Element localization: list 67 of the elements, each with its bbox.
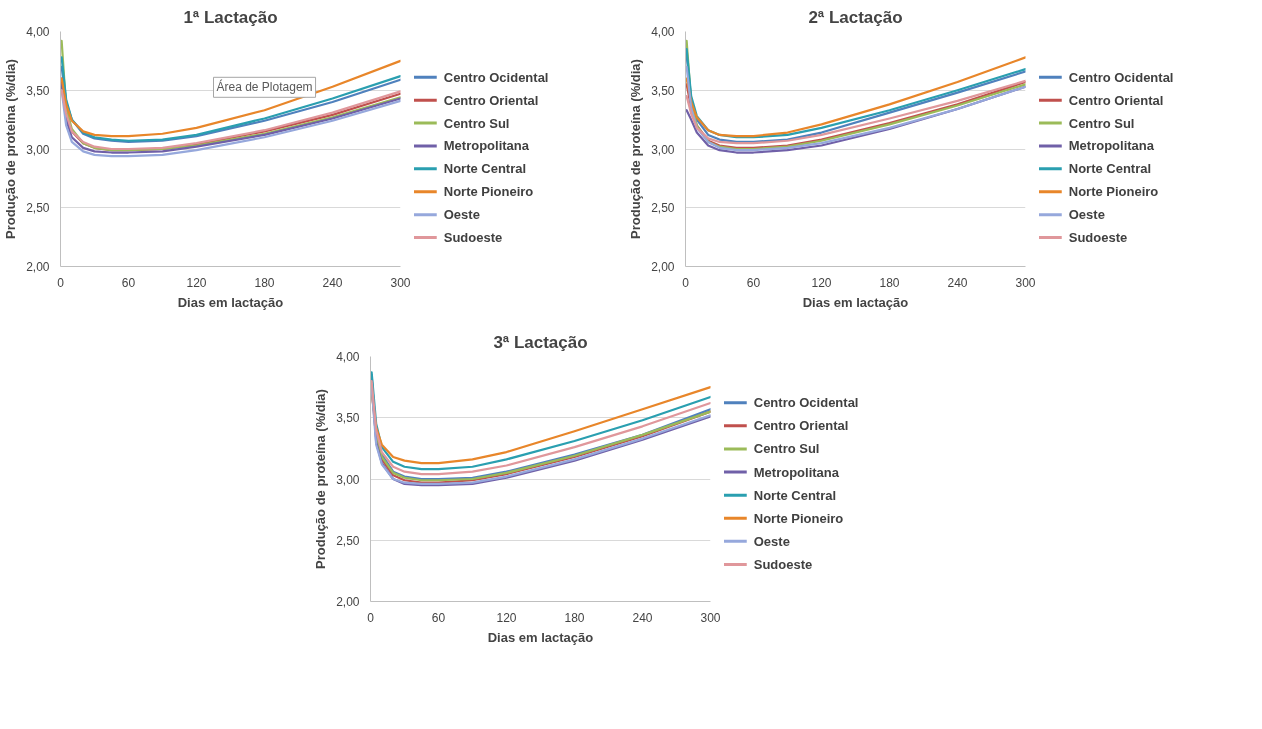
x-tick-label: 300 — [390, 275, 411, 290]
y-tick-label: 3,50 — [651, 83, 675, 98]
y-tick-label: 4,00 — [26, 25, 50, 39]
legend-label: Norte Pioneiro — [443, 184, 534, 200]
y-tick-label: 4,00 — [651, 25, 675, 39]
y-tick-label: 2,50 — [336, 533, 360, 548]
x-tick-label: 180 — [564, 610, 585, 625]
x-axis-title: Dias em lactação — [177, 294, 284, 310]
legend-label: Norte Pioneiro — [753, 510, 844, 526]
x-tick-label: 120 — [496, 610, 517, 625]
x-axis-title: Dias em lactação — [802, 294, 909, 310]
legend-label: Oeste — [1068, 207, 1105, 223]
chart-title: 2ª Lactação — [808, 7, 903, 27]
y-tick-label: 2,00 — [651, 260, 675, 274]
legend-label: Metropolitana — [443, 138, 530, 154]
legend-label: Centro Oriental — [753, 418, 849, 434]
x-tick-label: 300 — [700, 610, 721, 625]
y-tick-label: 3,50 — [336, 411, 360, 426]
x-tick-label: 0 — [682, 275, 690, 290]
x-tick-label: 60 — [746, 275, 761, 290]
legend-label: Centro Oriental — [1068, 92, 1164, 108]
y-tick-label: 3,00 — [26, 142, 50, 157]
x-tick-label: 120 — [811, 275, 832, 290]
x-tick-label: 180 — [254, 275, 275, 290]
x-tick-label: 120 — [186, 275, 207, 290]
legend-label: Centro Sul — [1068, 115, 1135, 131]
x-tick-label: 240 — [322, 275, 343, 290]
y-axis-title: Produção de proteína (%/dia) — [313, 389, 329, 569]
y-tick-label: 2,50 — [26, 201, 50, 216]
legend-label: Sudoeste — [753, 556, 813, 572]
legend-label: Centro Ocidental — [753, 395, 859, 411]
legend-label: Centro Sul — [753, 441, 820, 457]
y-tick-label: 3,50 — [26, 83, 50, 98]
y-tick-label: 4,00 — [336, 350, 360, 364]
y-axis-title: Produção de proteína (%/dia) — [628, 59, 644, 239]
legend-label: Sudoeste — [1068, 230, 1128, 246]
y-axis-title: Produção de proteína (%/dia) — [3, 59, 19, 239]
y-tick-label: 3,00 — [651, 142, 675, 157]
legend-label: Norte Central — [1068, 161, 1152, 177]
x-tick-label: 0 — [57, 275, 65, 290]
y-tick-label: 2,00 — [336, 595, 360, 609]
legend-label: Sudoeste — [443, 230, 503, 246]
legend-label: Centro Ocidental — [443, 69, 549, 85]
annotation: Área de Plotagem — [216, 79, 313, 95]
legend-label: Oeste — [443, 207, 480, 223]
x-tick-label: 180 — [879, 275, 900, 290]
y-tick-label: 2,00 — [26, 260, 50, 274]
x-axis-title: Dias em lactação — [487, 629, 594, 645]
x-tick-label: 240 — [947, 275, 968, 290]
legend-label: Centro Sul — [443, 115, 510, 131]
x-tick-label: 0 — [367, 610, 375, 625]
x-tick-label: 240 — [632, 610, 653, 625]
legend-label: Norte Central — [753, 487, 837, 503]
y-tick-label: 3,00 — [336, 472, 360, 487]
legend-label: Norte Central — [443, 161, 527, 177]
chart-title: 3ª Lactação — [493, 332, 588, 352]
legend-label: Centro Oriental — [443, 92, 539, 108]
x-tick-label: 60 — [121, 275, 136, 290]
legend-label: Oeste — [753, 533, 790, 549]
x-tick-label: 60 — [431, 610, 446, 625]
legend-label: Norte Pioneiro — [1068, 184, 1159, 200]
x-tick-label: 300 — [1015, 275, 1036, 290]
legend-label: Metropolitana — [753, 464, 840, 480]
y-tick-label: 2,50 — [651, 201, 675, 216]
legend-label: Centro Ocidental — [1068, 69, 1174, 85]
chart-title: 1ª Lactação — [183, 7, 278, 27]
legend-label: Metropolitana — [1068, 138, 1155, 154]
